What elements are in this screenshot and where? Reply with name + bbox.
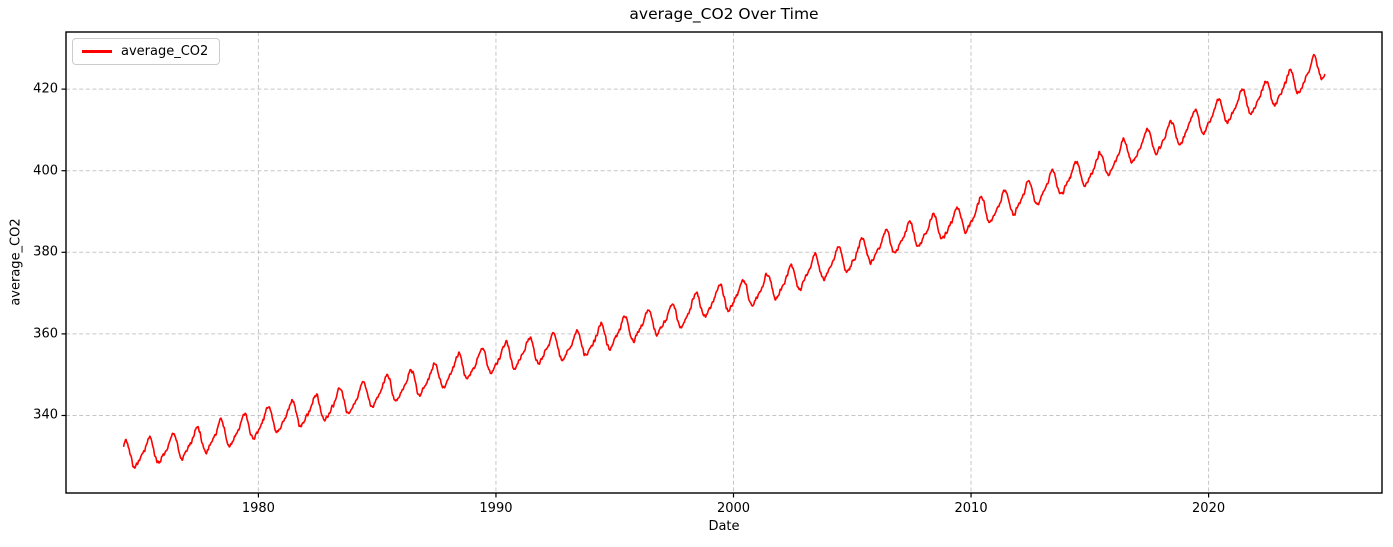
y-tick-label: 420 xyxy=(33,81,58,97)
x-tick-label: 2020 xyxy=(1192,501,1226,516)
x-tick-label: 2000 xyxy=(716,501,751,516)
x-tick-label: 1990 xyxy=(479,501,513,516)
chart-title: average_CO2 Over Time xyxy=(629,5,819,23)
y-tick-label: 380 xyxy=(33,244,58,260)
y-tick-label: 360 xyxy=(33,326,58,342)
y-tick-label: 340 xyxy=(33,407,58,423)
legend-label: average_CO2 xyxy=(121,44,209,59)
x-tick-label: 2010 xyxy=(954,501,988,516)
y-tick-label: 400 xyxy=(33,163,58,179)
x-tick-label: 1980 xyxy=(241,501,275,516)
legend: average_CO2 xyxy=(72,38,221,65)
plot-border xyxy=(65,31,1383,494)
x-axis-label: Date xyxy=(708,519,740,534)
legend-line-swatch xyxy=(82,50,112,53)
y-axis-label: average_CO2 xyxy=(8,218,24,306)
co2-series-line xyxy=(122,53,1326,469)
